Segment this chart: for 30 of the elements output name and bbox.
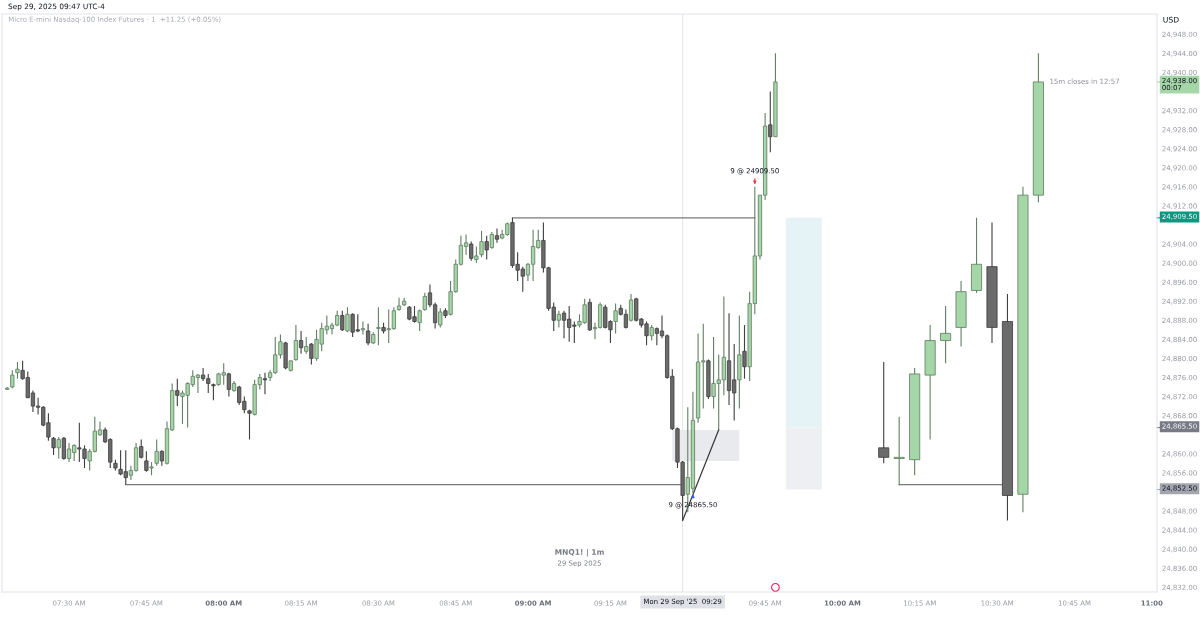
candlestick <box>613 303 618 334</box>
candlestick <box>298 330 304 355</box>
candlestick <box>742 324 747 380</box>
candlestick <box>262 372 268 395</box>
candlestick <box>768 90 773 153</box>
candlestick <box>360 320 366 336</box>
candlestick <box>556 310 561 328</box>
candlestick <box>878 361 890 464</box>
candlestick <box>469 241 474 262</box>
candlestick <box>365 323 371 346</box>
candlestick <box>345 306 350 333</box>
candlestick <box>628 293 634 323</box>
candlestick <box>247 409 252 441</box>
candlestick <box>144 450 149 473</box>
candlestick <box>494 227 500 244</box>
candlestick <box>438 307 443 328</box>
candlestick <box>376 306 381 346</box>
candlestick <box>340 310 345 332</box>
candlestick <box>61 436 66 461</box>
candlestick <box>940 305 952 364</box>
candlestick <box>479 230 484 258</box>
candlestick <box>484 235 489 261</box>
candlestick <box>56 436 61 460</box>
candlestick <box>175 378 180 407</box>
candlestick <box>139 438 144 460</box>
candlestick <box>154 438 159 467</box>
candlestick <box>396 297 402 312</box>
candlestick <box>293 324 299 362</box>
candlestick <box>133 442 139 473</box>
candlestick <box>893 416 905 486</box>
